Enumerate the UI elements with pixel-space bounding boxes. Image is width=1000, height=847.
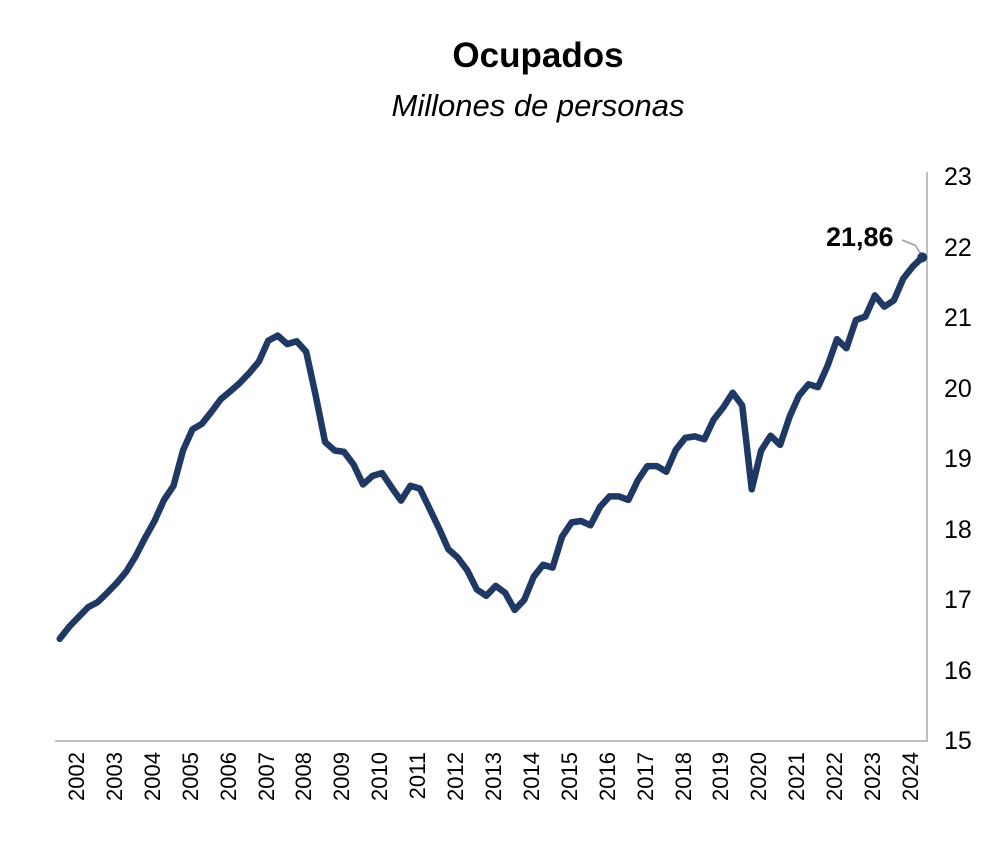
- x-tick-label: 2006: [215, 752, 241, 801]
- y-tick-label: 21: [944, 304, 972, 332]
- last-point-marker: [917, 252, 928, 263]
- x-tick-label: 2008: [291, 752, 317, 801]
- y-tick-label: 17: [944, 586, 972, 614]
- y-tick-label: 19: [944, 445, 972, 473]
- y-tick-label: 22: [944, 233, 972, 262]
- y-tick-label: 23: [944, 163, 972, 191]
- chart-title: Ocupados: [452, 36, 624, 75]
- y-tick-label: 20: [944, 374, 972, 403]
- x-tick-label: 2004: [139, 752, 165, 801]
- x-tick-label: 2005: [177, 752, 203, 801]
- y-tick-label: 18: [944, 515, 972, 544]
- x-tick-label: 2003: [101, 752, 127, 801]
- x-tick-label: 2013: [481, 752, 506, 801]
- x-tick-label: 2007: [253, 752, 279, 801]
- x-tick-label: 2022: [822, 752, 848, 801]
- y-tick-label: 16: [944, 656, 972, 685]
- employment-series-line: [56, 254, 926, 643]
- x-tick-label: 2012: [443, 752, 469, 801]
- x-tick-label: 2002: [63, 752, 89, 801]
- x-tick-label: 2020: [746, 752, 772, 801]
- x-tick-label: 2021: [784, 752, 810, 801]
- x-tick-label: 2010: [367, 752, 393, 801]
- x-tick-label: 2014: [518, 752, 544, 801]
- x-tick-label: 2015: [556, 752, 582, 801]
- x-tick-label: 2023: [860, 752, 886, 801]
- x-tick-label: 2019: [708, 752, 734, 801]
- x-tick-label: 2016: [594, 752, 620, 801]
- x-tick-label: 2017: [632, 752, 658, 801]
- x-tick-label: 2011: [405, 752, 431, 800]
- x-tick-label: 2009: [329, 752, 355, 801]
- last-value-label: 21,86: [826, 222, 894, 252]
- x-tick-label: 2024: [898, 752, 924, 801]
- x-tick-label: 2018: [670, 752, 696, 801]
- y-tick-label: 15: [944, 727, 972, 755]
- label-leader-line: [901, 239, 923, 255]
- chart-subtitle: Millones de personas: [391, 88, 685, 123]
